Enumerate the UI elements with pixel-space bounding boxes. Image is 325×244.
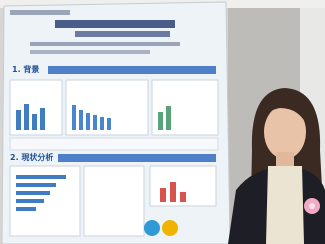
photo: 1. 背景 2. 現状分析 xyxy=(0,0,325,244)
bar-graphic xyxy=(180,192,186,202)
bar-graphic xyxy=(158,112,163,130)
bar-graphic xyxy=(107,118,111,130)
bar-graphic xyxy=(16,191,50,195)
bar-graphic xyxy=(100,117,104,130)
poster-header-text xyxy=(10,10,70,15)
poster-affiliation xyxy=(30,50,150,54)
section-bar xyxy=(58,154,216,162)
section-heading: 1. 背景 xyxy=(12,64,39,74)
badge xyxy=(162,220,178,236)
bar-graphic xyxy=(32,114,37,130)
bar-graphic xyxy=(86,113,90,130)
bar-graphic xyxy=(16,183,56,187)
bar-graphic xyxy=(79,110,83,130)
poster-subtitle xyxy=(75,31,170,37)
corsage-center xyxy=(309,203,315,209)
text-block xyxy=(10,138,218,150)
badge xyxy=(144,220,160,236)
bar-graphic xyxy=(16,110,21,130)
bar-graphic xyxy=(16,199,44,203)
bar-graphic xyxy=(24,104,29,130)
chart-panel xyxy=(84,166,144,236)
section-bar xyxy=(48,66,216,74)
neck xyxy=(276,152,294,168)
poster-title xyxy=(55,20,175,28)
bar-graphic xyxy=(40,108,45,130)
sweater xyxy=(266,166,304,244)
bar-graphic xyxy=(93,115,97,130)
bar-graphic xyxy=(72,105,76,130)
section-heading: 2. 現状分析 xyxy=(10,152,53,162)
bar-graphic xyxy=(170,182,176,202)
bar-graphic xyxy=(16,207,36,211)
bar-graphic xyxy=(16,175,66,179)
poster-authors xyxy=(30,42,180,46)
page: 1. 背景 2. 現状分析 (() => { const data = JSON… xyxy=(0,0,325,244)
bar-graphic xyxy=(160,188,166,202)
bar-graphic xyxy=(166,106,171,130)
